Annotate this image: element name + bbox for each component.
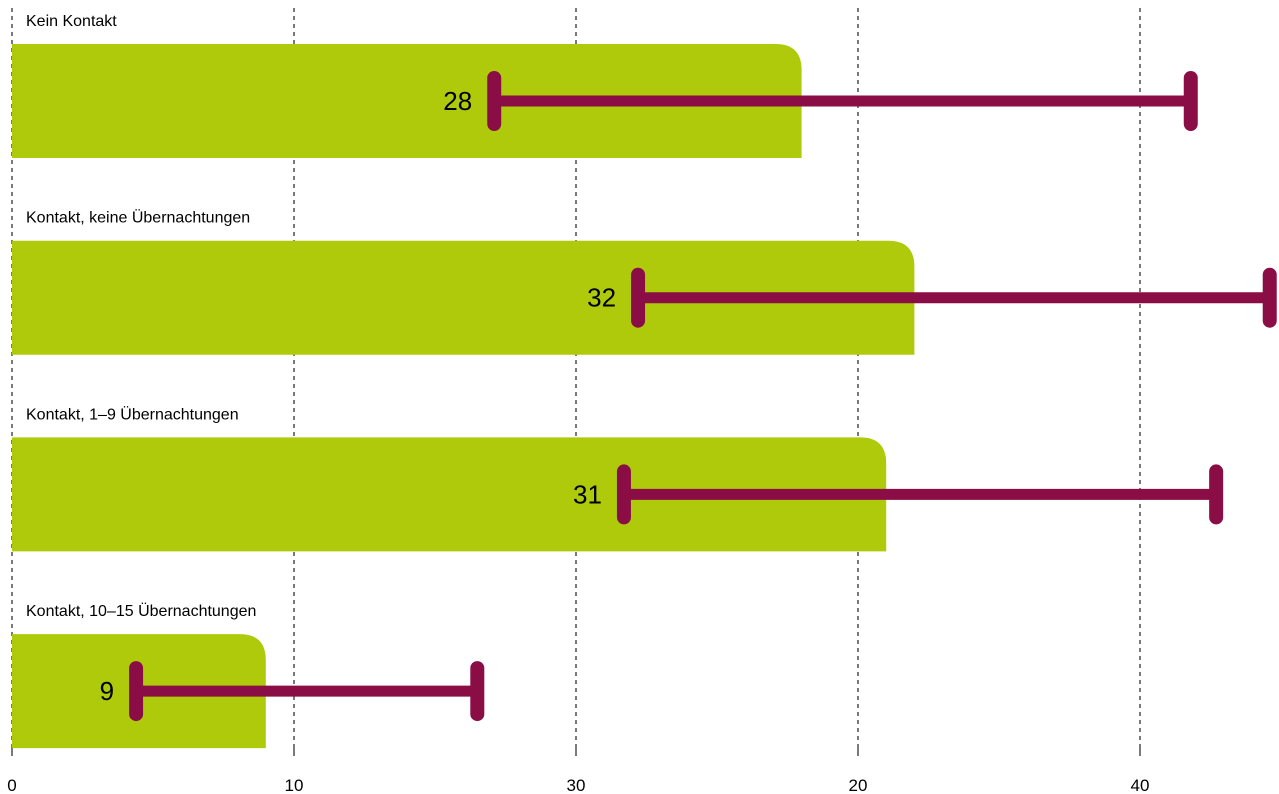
category-label: Kontakt, keine Übernachtungen: [26, 209, 250, 227]
bars: [12, 44, 915, 749]
value-label: 28: [443, 86, 472, 116]
bar: [12, 44, 802, 158]
category-label: Kontakt, 1–9 Übernachtungen: [26, 405, 239, 423]
x-tick-label: 0: [7, 776, 16, 794]
error-bars: [129, 71, 1277, 722]
bar: [12, 437, 887, 552]
category-label: Kein Kontakt: [26, 13, 117, 30]
x-tick-label: 10: [285, 776, 304, 794]
value-label: 32: [587, 283, 616, 313]
x-tick-label: 30: [567, 776, 586, 794]
labels: Kein Kontakt 28 Kontakt, keine Übernachtun…: [26, 13, 616, 706]
x-axis-ticks: 0 10 30 20 40: [7, 748, 1149, 794]
category-label: Kontakt, 10–15 Übernachtungen: [26, 602, 256, 620]
x-tick-label: 40: [1131, 776, 1150, 794]
value-label: 31: [573, 479, 602, 509]
value-label: 9: [100, 676, 114, 706]
bar: [12, 240, 915, 355]
x-tick-label: 20: [849, 776, 868, 794]
